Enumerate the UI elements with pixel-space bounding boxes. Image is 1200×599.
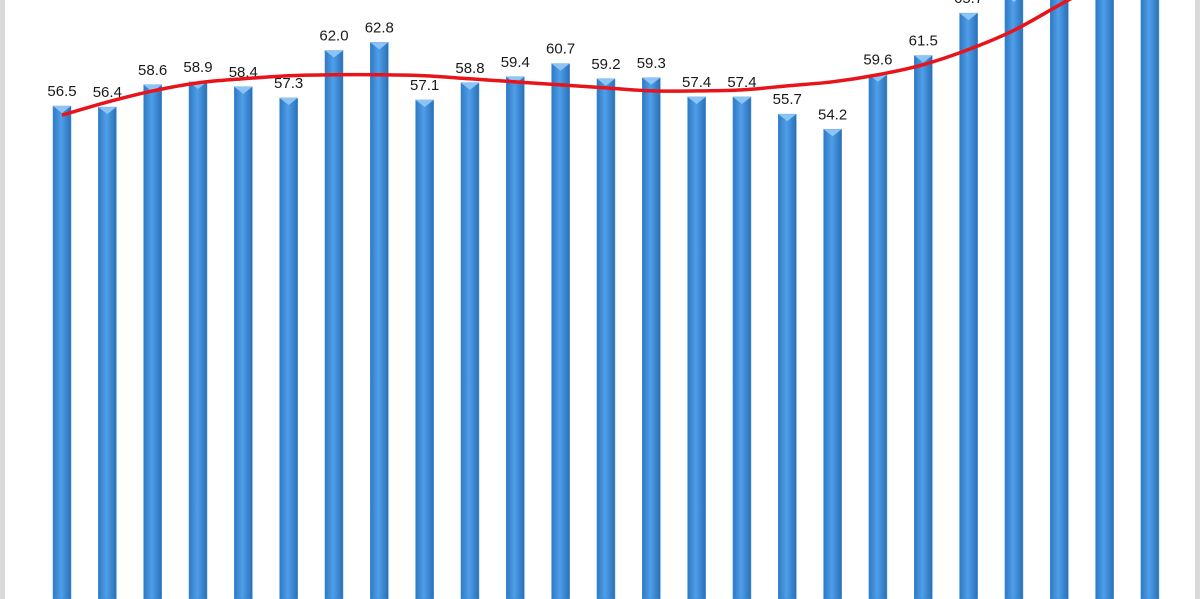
bar <box>959 12 978 599</box>
bar <box>687 96 706 599</box>
data-label: 59.3 <box>637 55 666 72</box>
bar-cap <box>234 86 253 94</box>
bar <box>596 78 616 599</box>
trend-line <box>61 0 1073 117</box>
data-label: 56.4 <box>93 84 122 101</box>
data-label: 61.5 <box>909 33 938 50</box>
data-label: 54.2 <box>818 106 847 123</box>
bar-cap <box>642 77 661 85</box>
bar <box>460 82 480 599</box>
data-label: 59.6 <box>863 52 892 69</box>
data-label: 56.5 <box>47 83 76 100</box>
bar <box>1050 0 1069 599</box>
data-label: 65.7 <box>954 0 983 7</box>
bar <box>1140 0 1160 599</box>
data-label: 59.2 <box>591 56 620 73</box>
bar <box>279 97 298 599</box>
bar-cap <box>370 42 389 50</box>
bar <box>324 50 344 599</box>
data-label: 58.6 <box>138 62 167 79</box>
bar-cap <box>460 82 479 90</box>
frame-edge <box>0 0 5 599</box>
bar <box>52 105 72 599</box>
data-label: 57.4 <box>682 74 711 91</box>
data-label: 60.7 <box>546 41 575 58</box>
data-label: 58.9 <box>183 59 212 76</box>
bar <box>732 96 752 599</box>
bar-cap <box>778 114 797 122</box>
bar <box>778 113 797 599</box>
bar-cap <box>551 63 570 71</box>
bar-cap <box>415 100 434 108</box>
data-label: 57.3 <box>274 75 303 92</box>
bar-cap <box>143 84 162 92</box>
bar <box>868 74 888 599</box>
data-label: 62.8 <box>365 19 394 36</box>
data-label: 59.4 <box>501 54 530 71</box>
bar-cap <box>732 96 751 104</box>
bar <box>415 99 434 599</box>
bar-cap <box>823 129 842 137</box>
bar <box>98 106 117 599</box>
bar-cap <box>914 55 933 63</box>
data-label: 55.7 <box>773 91 802 108</box>
bar-cap <box>1011 0 1017 2</box>
bar-cap <box>98 107 117 115</box>
bar-cap <box>324 50 343 58</box>
bar <box>914 55 933 599</box>
bar <box>1095 0 1114 599</box>
bar <box>1004 0 1024 599</box>
bar-cap <box>596 78 615 86</box>
bar-cap <box>279 97 298 105</box>
bar <box>370 42 389 599</box>
bar-cap <box>687 96 706 104</box>
bar <box>506 76 525 599</box>
bar <box>642 77 661 599</box>
data-label: 57.1 <box>410 77 439 94</box>
frame-edge <box>1195 0 1200 599</box>
bar-cap <box>959 13 978 21</box>
bar <box>188 81 208 599</box>
bar-cap <box>53 106 71 114</box>
bar <box>143 84 162 599</box>
data-label: 57.4 <box>727 74 756 91</box>
bar <box>234 86 253 599</box>
data-label: 62.0 <box>319 28 348 45</box>
data-label: 58.8 <box>455 60 484 77</box>
bar <box>551 63 570 599</box>
bar <box>823 129 842 599</box>
